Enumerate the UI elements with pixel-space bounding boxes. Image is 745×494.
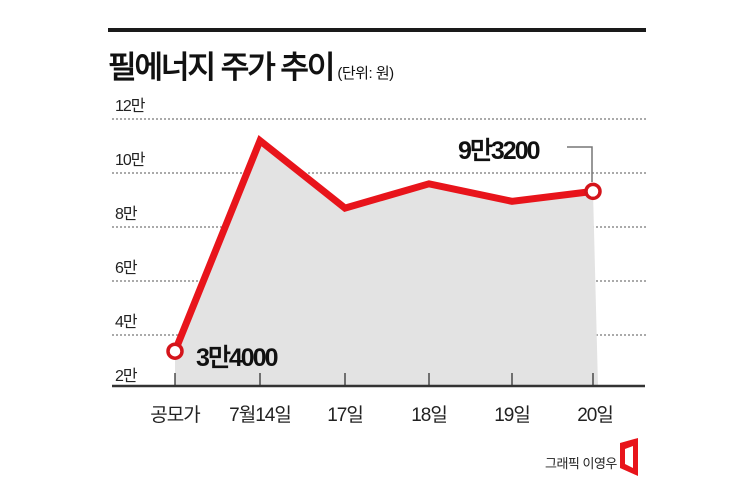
y-tick-label: 4만 xyxy=(115,314,138,331)
title-rule xyxy=(108,28,646,32)
x-tick-label: 17일 xyxy=(327,405,364,426)
y-tick-label: 10만 xyxy=(115,152,146,169)
y-tick-label: 8만 xyxy=(115,206,138,223)
x-tick-label: 19일 xyxy=(494,405,531,426)
x-tick-label: 공모가 xyxy=(150,405,200,426)
title-text: 필에너지 주가 추이 xyxy=(108,50,335,85)
y-tick-label: 2만 xyxy=(115,368,138,385)
start-marker xyxy=(166,342,184,360)
x-tick-label: 7월14일 xyxy=(229,405,292,426)
end-marker xyxy=(584,182,602,201)
end-value-label: 9만3200 xyxy=(458,137,541,165)
start-value-label: 3만4000 xyxy=(196,344,279,372)
credit-text: 그래픽 이영우 xyxy=(545,456,617,471)
chart-title: 필에너지 주가 추이 (단위: 원) xyxy=(108,42,394,87)
leader-line xyxy=(567,146,593,182)
y-tick-label: 12만 xyxy=(115,98,146,115)
price-line xyxy=(171,134,594,353)
logo-icon xyxy=(620,438,638,476)
unit-label: (단위: 원) xyxy=(337,65,394,82)
x-ticks xyxy=(174,373,594,386)
y-tick-label: 6만 xyxy=(115,260,138,277)
x-tick-label: 20일 xyxy=(577,405,614,426)
area-fill xyxy=(175,140,598,386)
x-tick-label: 18일 xyxy=(411,405,448,426)
